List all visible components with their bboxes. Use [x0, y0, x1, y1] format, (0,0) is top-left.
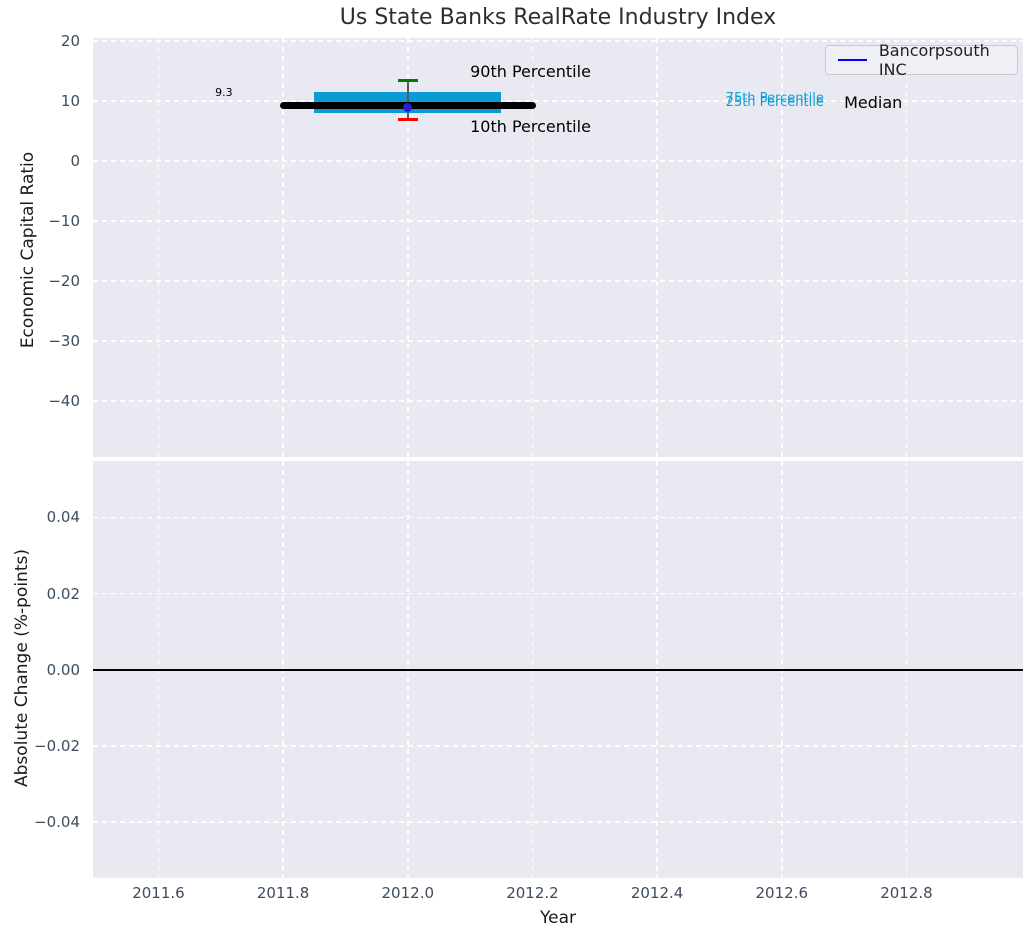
- p10-cap: [397, 118, 418, 122]
- gridline-h: [93, 220, 1023, 222]
- gridline-h: [93, 516, 1023, 519]
- chart-title: Us State Banks RealRate Industry Index: [339, 5, 777, 30]
- y-tick-label: 0.02: [46, 584, 80, 603]
- gridline-v: [157, 38, 160, 457]
- x-tick-label: 2011.8: [256, 884, 310, 902]
- x-tick-label: 2012.4: [630, 884, 684, 902]
- gridline-h: [93, 280, 1023, 282]
- median-label: Median: [844, 93, 903, 113]
- whisker-line: [406, 80, 409, 120]
- gridline-v: [406, 38, 409, 457]
- gridline-v: [780, 38, 783, 457]
- x-tick-label: 2011.6: [132, 884, 185, 902]
- y-tick-label: 0: [70, 152, 80, 171]
- gridline-h: [93, 160, 1023, 162]
- gridline-h: [93, 400, 1023, 402]
- x-tick-label: 2012.6: [755, 884, 809, 902]
- x-tick-label: 2012.8: [880, 884, 933, 902]
- y-tick-label: 20: [60, 32, 80, 50]
- gridline-h: [93, 100, 1023, 102]
- gridline-h: [93, 40, 1023, 42]
- p90-cap: [397, 78, 418, 82]
- gridline-v: [282, 38, 284, 457]
- legend-label: Bancorpsouth INC: [878, 41, 990, 79]
- y-axis-label-top: Economic Capital Ratio: [18, 151, 38, 349]
- p90-label: 90th Percentile: [470, 62, 591, 82]
- y-tick-label: 0.00: [46, 660, 80, 679]
- legend: Bancorpsouth INC: [825, 41, 1018, 79]
- value-label: 9.3: [215, 85, 233, 99]
- x-tick-label: 2012.2: [506, 884, 559, 902]
- axes-economic-capital-ratio: 9.3 90th Percentile 10th Percentile 75th Pe…: [93, 38, 1023, 457]
- p10-label: 10th Percentile: [470, 117, 591, 137]
- p25-label: 25th Percentile: [725, 94, 824, 110]
- company-point: [403, 103, 413, 113]
- y-tick-label: −20: [48, 272, 80, 291]
- y-tick-label: −10: [48, 212, 80, 231]
- zero-line: [93, 668, 1023, 671]
- x-axis-label: Year: [540, 908, 576, 928]
- gridline-v: [905, 38, 908, 457]
- y-tick-label: 10: [60, 92, 80, 111]
- gridline-v: [531, 38, 534, 457]
- gridline-h: [93, 340, 1023, 342]
- gridline-h: [93, 745, 1023, 747]
- y-tick-label: −0.02: [34, 736, 80, 755]
- p75-label: 75th Percentile: [725, 91, 824, 107]
- gridline-v: [656, 38, 658, 457]
- gridline-h: [93, 592, 1023, 595]
- legend-line-swatch: [838, 59, 867, 61]
- x-tick-label: 2012.0: [381, 884, 435, 902]
- y-tick-label: 0.04: [46, 508, 80, 527]
- axes-absolute-change: [93, 461, 1023, 878]
- y-tick-label: −40: [48, 392, 80, 411]
- y-tick-label: −30: [48, 332, 80, 351]
- y-tick-label: −0.04: [34, 813, 80, 832]
- gridline-h: [93, 821, 1023, 823]
